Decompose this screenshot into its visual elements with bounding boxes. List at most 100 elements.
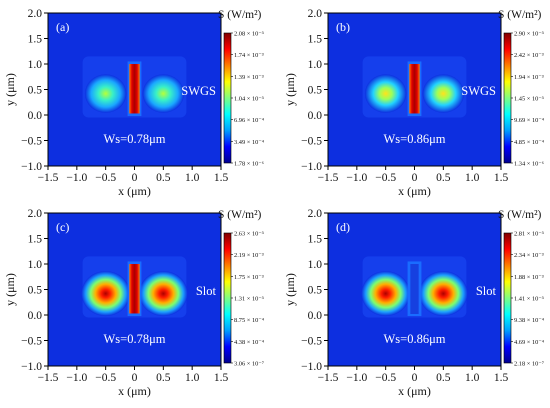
colorbar-title: S (W/m²) — [498, 209, 542, 221]
y-axis-label: y (μm) — [3, 73, 17, 106]
y-tick-label: −0.5 — [21, 336, 42, 348]
x-axis-label: x (μm) — [398, 384, 431, 398]
colorbar-tick-label: 6.96 × 10⁻⁴ — [234, 117, 265, 124]
y-tick-label: 1.0 — [308, 59, 323, 71]
right-field-lobe — [139, 271, 188, 317]
left-field-lobe — [84, 74, 127, 113]
colorbar-tick-label: 9.69 × 10⁻⁴ — [514, 117, 545, 124]
y-tick-label: 1.0 — [28, 259, 43, 271]
slot-core — [409, 64, 420, 114]
y-tick-label: −1.0 — [301, 161, 322, 173]
colorbar-tick-label: 1.34 × 10⁻⁶ — [514, 161, 544, 168]
colorbar-tick-label: 1.45 × 10⁻³ — [514, 96, 544, 103]
x-tick-label: 1.0 — [185, 372, 200, 384]
colorbar-tick-label: 2.81 × 10⁻³ — [514, 231, 544, 238]
colorbar-tick-label: 2.42 × 10⁻³ — [514, 52, 544, 59]
y-tick-label: −0.5 — [301, 136, 322, 148]
x-axis-label: x (μm) — [118, 384, 151, 398]
colorbar-tick-label: 1.41 × 10⁻³ — [514, 296, 544, 303]
x-tick-label: 1.5 — [214, 172, 229, 184]
x-tick-label: −1.0 — [66, 372, 87, 384]
slot-core — [129, 64, 140, 114]
x-tick-label: −0.5 — [95, 372, 116, 384]
colorbar — [223, 232, 232, 364]
heatmap-field — [48, 13, 221, 166]
colorbar-tick-label: 1.39 × 10⁻³ — [234, 74, 264, 81]
width-annotation: Ws=0.86μm — [383, 132, 445, 146]
colorbar-tick-label: 3.06 × 10⁻⁷ — [234, 361, 264, 368]
y-axis-label: y (μm) — [283, 73, 297, 106]
colorbar-tick-label: 1.31 × 10⁻³ — [234, 296, 264, 303]
y-tick-label: −0.5 — [301, 336, 322, 348]
colorbar-tick-label: 1.74 × 10⁻³ — [234, 52, 264, 59]
structure-label: SWGS — [181, 84, 216, 98]
right-field-lobe — [142, 74, 185, 113]
x-tick-label: 1.0 — [465, 372, 480, 384]
slot-core — [129, 264, 140, 314]
x-tick-label: 0 — [412, 172, 418, 184]
x-axis-label: x (μm) — [118, 184, 151, 198]
colorbar-tick-label: 2.08 × 10⁻³ — [234, 31, 264, 38]
colorbar — [503, 32, 512, 164]
y-tick-label: 0.0 — [28, 110, 43, 122]
y-tick-label: 1.0 — [308, 259, 323, 271]
colorbar-title: S (W/m²) — [218, 9, 262, 21]
colorbar-tick-label: 2.63 × 10⁻³ — [234, 231, 264, 238]
heatmap-field — [328, 13, 501, 166]
colorbar-tick-label: 9.38 × 10⁻⁴ — [514, 317, 545, 324]
x-tick-label: 1.5 — [494, 172, 509, 184]
colorbar — [503, 232, 512, 364]
colorbar — [223, 32, 232, 164]
structure-label: SWGS — [461, 84, 496, 98]
colorbar-tick-label: 2.19 × 10⁻³ — [234, 252, 264, 259]
panel-label: (d) — [336, 220, 350, 234]
colorbar-tick-label: 2.34 × 10⁻³ — [514, 252, 544, 259]
colorbar-tick-label: 4.38 × 10⁻⁴ — [234, 339, 265, 346]
x-tick-label: 0 — [132, 372, 138, 384]
x-tick-label: −0.5 — [375, 372, 396, 384]
y-tick-label: 0.0 — [308, 110, 323, 122]
colorbar-tick-label: 1.04 × 10⁻³ — [234, 96, 264, 103]
panel-c: −1.5 −1.0 −0.5 0 0.5 1.0 1.5−1.0−0.50.00.51.01… — [3, 208, 265, 398]
x-tick-label: 0 — [412, 372, 418, 384]
y-tick-label: 0.0 — [28, 310, 43, 322]
colorbar-tick-label: 4.85 × 10⁻⁴ — [514, 139, 545, 146]
panel-label: (b) — [336, 20, 350, 34]
heatmap-field — [328, 213, 501, 366]
x-axis-label: x (μm) — [398, 184, 431, 198]
colorbar-tick-label: 2.90 × 10⁻³ — [514, 31, 544, 38]
width-annotation: Ws=0.86μm — [383, 332, 445, 346]
y-tick-label: 1.5 — [308, 34, 323, 46]
structure-label: Slot — [476, 284, 497, 298]
colorbar-tick-label: 3.49 × 10⁻⁴ — [234, 139, 265, 146]
x-tick-label: 0.5 — [436, 372, 451, 384]
colorbar-tick-label: 1.88 × 10⁻³ — [514, 274, 544, 281]
y-tick-label: 1.0 — [28, 59, 43, 71]
y-tick-label: 2.0 — [308, 8, 323, 20]
x-tick-label: 1.5 — [494, 372, 509, 384]
y-tick-label: 1.5 — [308, 234, 323, 246]
x-tick-label: −0.5 — [95, 172, 116, 184]
x-tick-label: −1.0 — [346, 172, 367, 184]
y-tick-label: 0.5 — [308, 285, 323, 297]
x-tick-label: −1.5 — [318, 372, 339, 384]
slot-core — [410, 264, 419, 314]
y-tick-label: 1.5 — [28, 34, 43, 46]
y-tick-label: −1.0 — [21, 361, 42, 373]
y-tick-label: 0.5 — [308, 85, 323, 97]
y-tick-label: 2.0 — [28, 208, 43, 220]
colorbar-tick-label: 1.75 × 10⁻³ — [234, 274, 264, 281]
y-tick-label: 0.5 — [28, 85, 43, 97]
colorbar-title: S (W/m²) — [498, 9, 542, 21]
x-tick-label: 0 — [132, 172, 138, 184]
y-tick-label: 2.0 — [308, 208, 323, 220]
panel-label: (a) — [56, 20, 69, 34]
x-tick-label: −0.5 — [375, 172, 396, 184]
colorbar-title: S (W/m²) — [218, 209, 262, 221]
left-field-lobe — [364, 74, 407, 113]
x-tick-label: 1.0 — [185, 172, 200, 184]
x-tick-label: −1.5 — [38, 172, 59, 184]
y-tick-label: 1.5 — [28, 234, 43, 246]
x-tick-label: 0.5 — [156, 172, 171, 184]
